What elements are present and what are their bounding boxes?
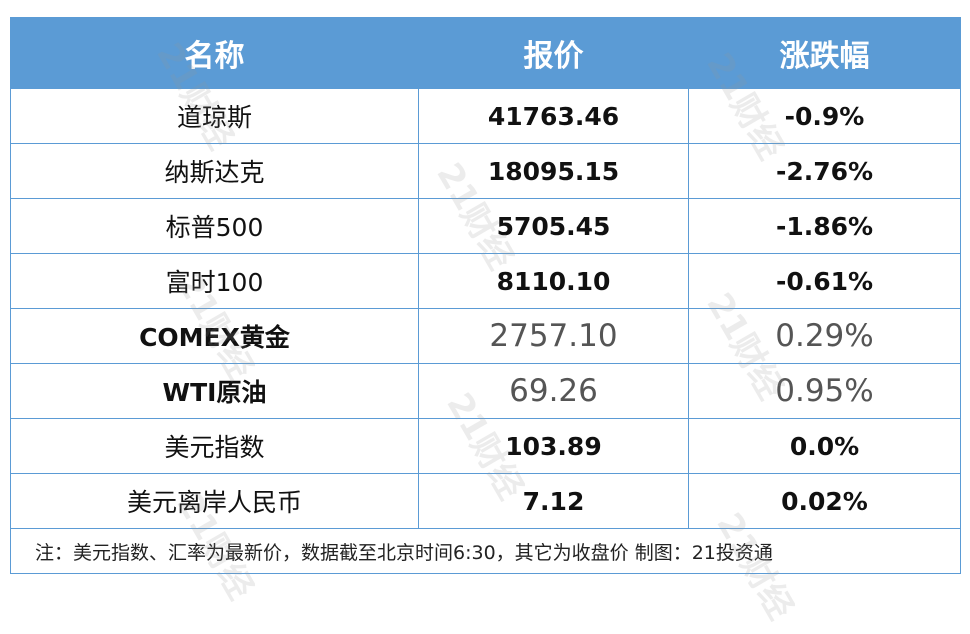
table-cell: 2757.10: [418, 308, 689, 364]
table-cell: 41763.46: [418, 88, 689, 144]
table-row: 美元离岸人民币 7.12 0.02%: [10, 473, 961, 529]
quote-table: 名称 报价 涨跌幅 道琼斯 41763.46 -0.9% 纳斯达克 18095.15 -2…: [10, 17, 961, 574]
header-row: 名称 报价 涨跌幅: [10, 17, 961, 89]
table-row: 标普500 5705.45 -1.86%: [10, 198, 961, 254]
header-cell: 报价: [418, 17, 689, 89]
table-cell: 7.12: [418, 473, 689, 529]
table-cell: 标普500: [10, 198, 419, 254]
header-cell: 涨跌幅: [688, 17, 961, 89]
footnote: 注：美元指数、汇率为最新价，数据截至北京时间6:30，其它为收盘价 制图：21投…: [10, 528, 961, 574]
table-cell: 0.02%: [688, 473, 961, 529]
table-row: 道琼斯 41763.46 -0.9%: [10, 88, 961, 144]
table-row: WTI原油 69.26 0.95%: [10, 363, 961, 419]
table-cell: 0.29%: [688, 308, 961, 364]
table-row: 富时100 8110.10 -0.61%: [10, 253, 961, 309]
table-cell: 5705.45: [418, 198, 689, 254]
table-cell: 69.26: [418, 363, 689, 419]
header-cell: 名称: [10, 17, 419, 89]
table-body: 道琼斯 41763.46 -0.9% 纳斯达克 18095.15 -2.76% 标普500 5…: [10, 88, 961, 529]
table-cell: 103.89: [418, 418, 689, 474]
table-cell: COMEX黄金: [10, 308, 419, 364]
table-cell: 0.95%: [688, 363, 961, 419]
table-cell: 0.0%: [688, 418, 961, 474]
table-row: COMEX黄金 2757.10 0.29%: [10, 308, 961, 364]
table-row: 美元指数 103.89 0.0%: [10, 418, 961, 474]
table-cell: 美元指数: [10, 418, 419, 474]
table-row: 纳斯达克 18095.15 -2.76%: [10, 143, 961, 199]
table-cell: WTI原油: [10, 363, 419, 419]
table-cell: 8110.10: [418, 253, 689, 309]
table-cell: -2.76%: [688, 143, 961, 199]
table-cell: 纳斯达克: [10, 143, 419, 199]
footnote-row: 注：美元指数、汇率为最新价，数据截至北京时间6:30，其它为收盘价 制图：21投…: [10, 528, 961, 574]
table-cell: -1.86%: [688, 198, 961, 254]
table-cell: 富时100: [10, 253, 419, 309]
table-cell: 美元离岸人民币: [10, 473, 419, 529]
table-cell: 道琼斯: [10, 88, 419, 144]
table-cell: -0.9%: [688, 88, 961, 144]
table-cell: 18095.15: [418, 143, 689, 199]
table-cell: -0.61%: [688, 253, 961, 309]
